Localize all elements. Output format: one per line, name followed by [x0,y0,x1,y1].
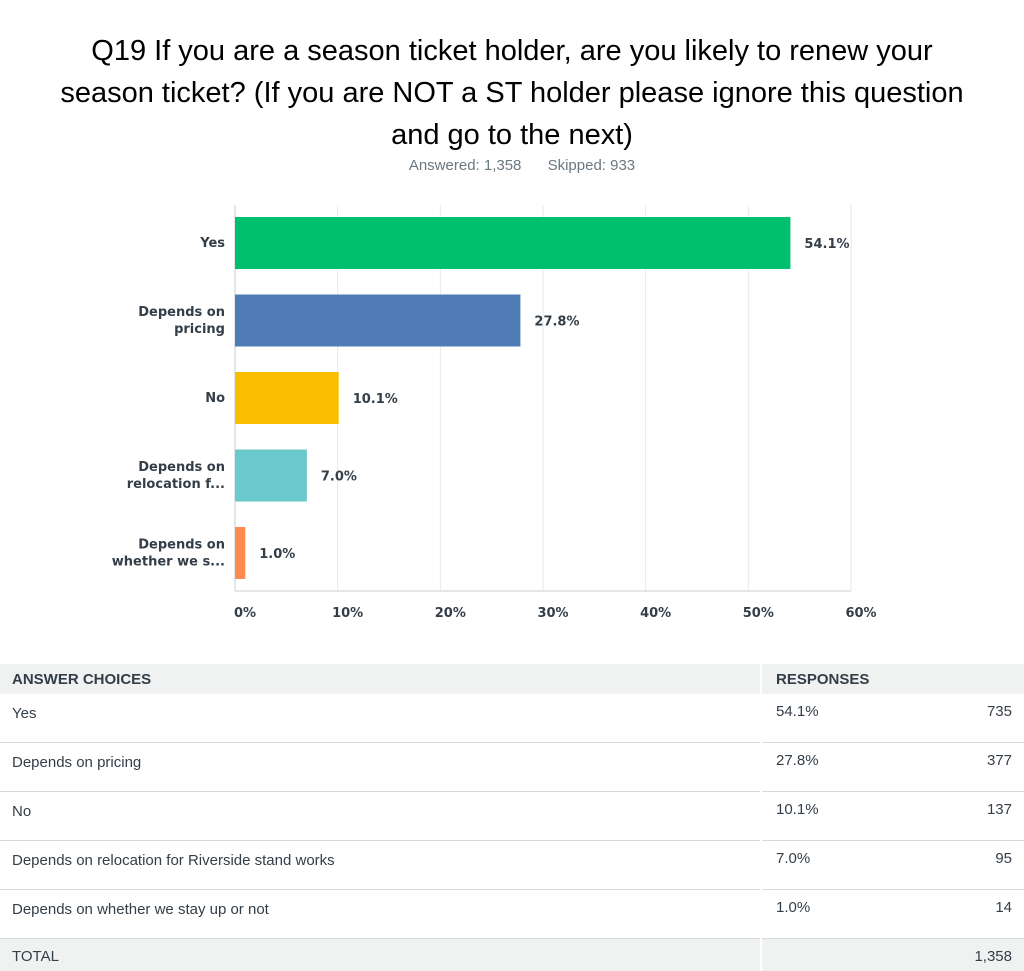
data-label: 54.1% [804,237,849,252]
x-tick-label: 20% [435,606,466,621]
percent-cell: 1.0% [761,890,896,939]
table-header-row: ANSWER CHOICES RESPONSES [0,664,1024,694]
bar [235,372,339,424]
x-tick-label: 10% [332,606,363,621]
total-percent-cell [761,939,896,971]
x-tick-label: 40% [640,606,671,621]
category-label: relocation f... [127,477,225,492]
answer-choices-header: ANSWER CHOICES [0,664,761,694]
choice-cell: Depends on whether we stay up or not [0,890,761,939]
total-count: 1,358 [896,939,1024,971]
bar [235,527,245,579]
table-row: Yes 54.1% 735 [0,694,1024,743]
category-label: Depends on [138,305,225,320]
category-label: No [205,391,225,406]
answer-table: ANSWER CHOICES RESPONSES Yes 54.1% 735 D… [0,664,1024,971]
percent-cell: 10.1% [761,792,896,841]
x-tick-label: 30% [537,606,568,621]
data-label: 1.0% [259,547,295,562]
table-row: No 10.1% 137 [0,792,1024,841]
total-label: TOTAL [0,939,761,971]
data-label: 10.1% [353,392,398,407]
category-label: Depends on [138,538,225,553]
x-tick-label: 60% [845,606,876,621]
table-row: Depends on pricing 27.8% 377 [0,743,1024,792]
data-label: 7.0% [321,470,357,485]
category-label: Depends on [138,460,225,475]
bar [235,450,307,502]
percent-cell: 7.0% [761,841,896,890]
category-label: Yes [199,236,225,251]
percent-cell: 27.8% [761,743,896,792]
choice-cell: Depends on relocation for Riverside stan… [0,841,761,890]
count-cell: 14 [896,890,1024,939]
count-cell: 137 [896,792,1024,841]
bar [235,217,790,269]
table-row: Depends on whether we stay up or not 1.0… [0,890,1024,939]
count-cell: 735 [896,694,1024,743]
category-label: pricing [174,322,225,337]
data-label: 27.8% [534,315,579,330]
count-cell: 95 [896,841,1024,890]
count-cell: 377 [896,743,1024,792]
table-row: Depends on relocation for Riverside stan… [0,841,1024,890]
choice-cell: Depends on pricing [0,743,761,792]
total-row: TOTAL 1,358 [0,939,1024,971]
x-tick-label: 50% [743,606,774,621]
choice-cell: Yes [0,694,761,743]
choice-cell: No [0,792,761,841]
responses-header: RESPONSES [761,664,1024,694]
x-tick-label: 0% [234,606,256,621]
percent-cell: 54.1% [761,694,896,743]
bar [235,295,520,347]
bar-chart: 0% 10% 20% 30% 40% 50% 60% Yes 54.1% Depends on pr… [0,0,1024,640]
category-label: whether we s... [112,555,225,570]
